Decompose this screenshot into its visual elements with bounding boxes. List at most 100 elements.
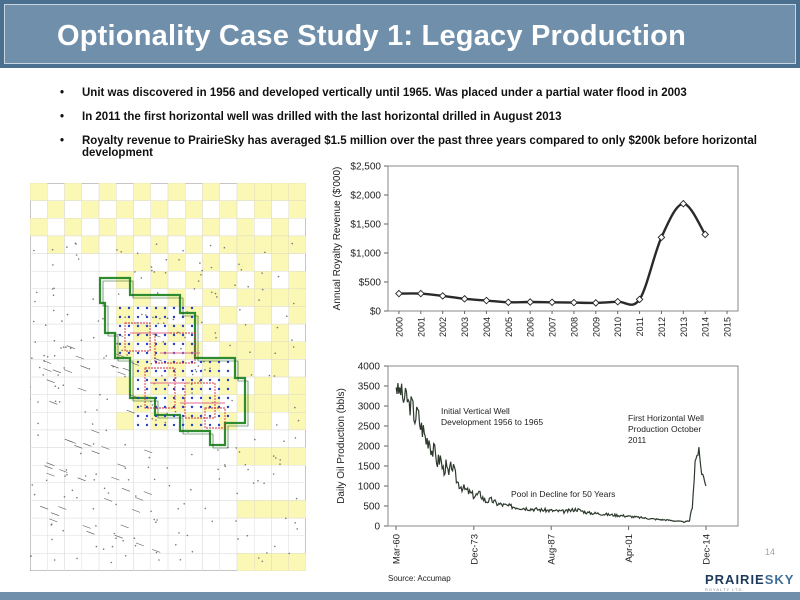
well-dot (166, 412, 168, 415)
well-symbol (110, 364, 120, 369)
revenue-data-point (679, 199, 688, 208)
vertical-well-dot (154, 369, 158, 373)
vertical-well-dot (172, 423, 176, 427)
well-dot (277, 275, 280, 278)
well-dot (276, 326, 279, 329)
well-dot (193, 288, 196, 290)
well-dot (147, 466, 150, 469)
map-cell (202, 323, 220, 342)
well-dot (184, 336, 186, 339)
well-dot (163, 322, 165, 324)
x-tick-label: 2006 (526, 317, 536, 337)
well-dot (111, 545, 114, 548)
map-cell (133, 218, 151, 237)
well-dot (140, 277, 143, 279)
vertical-well-dot (217, 369, 221, 373)
map-cell (254, 394, 272, 413)
well-dot (76, 496, 78, 499)
annotation-first-horizontal: First Horizontal Well Production October 2… (628, 413, 704, 445)
map-cell (185, 306, 203, 325)
vertical-well-dot (163, 342, 167, 346)
well-dot (61, 320, 63, 322)
well-symbol (40, 505, 49, 510)
well-dot (155, 419, 157, 421)
map-cell (30, 183, 48, 201)
well-dot (105, 355, 107, 357)
well-dot (194, 368, 197, 371)
x-tick-label: 2011 (635, 317, 645, 336)
bullet-item: Unit was discovered in 1956 and develope… (60, 87, 760, 99)
map-cell (185, 200, 203, 219)
vertical-well-dot (136, 342, 140, 346)
well-dot (195, 370, 198, 373)
well-dot (239, 309, 241, 311)
well-dot (134, 271, 136, 273)
well-dot (191, 550, 194, 553)
well-dot (54, 400, 57, 403)
vertical-well-dot (127, 306, 131, 310)
well-dot (175, 544, 177, 546)
well-dot (291, 339, 293, 341)
well-dot (240, 269, 243, 271)
well-dot (286, 315, 288, 317)
well-dot (254, 438, 256, 441)
well-dot (274, 352, 276, 354)
well-dot (51, 538, 53, 541)
vertical-well-dot (163, 306, 167, 310)
well-symbol (75, 355, 84, 360)
well-dot (191, 453, 193, 456)
well-symbol (152, 549, 161, 553)
vertical-well-dot (163, 414, 167, 418)
well-dot (102, 317, 104, 320)
well-dot (261, 288, 264, 291)
well-dot (32, 320, 35, 323)
well-dot (84, 475, 87, 477)
map-cell (202, 218, 220, 237)
y-tick-label: $1,000 (350, 249, 381, 260)
vertical-well-dot (217, 360, 221, 364)
vertical-well-dot (145, 333, 149, 337)
well-dot (197, 365, 200, 367)
vertical-well-dot (226, 405, 230, 409)
y-tick-label: 3500 (358, 382, 381, 393)
vertical-well-dot (154, 378, 158, 382)
vertical-well-dot (199, 414, 203, 418)
vertical-well-dot (127, 315, 131, 319)
vertical-well-dot (145, 387, 149, 391)
vertical-well-dot (226, 387, 230, 391)
well-dot (92, 336, 95, 339)
vertical-well-dot (181, 342, 185, 346)
well-dot (279, 463, 281, 465)
vertical-well-dot (181, 396, 185, 400)
well-dot (249, 351, 251, 353)
well-dot (238, 263, 240, 266)
well-dot (96, 409, 98, 411)
vertical-well-dot (163, 396, 167, 400)
x-tick-label: 2015 (723, 317, 733, 337)
map-cell (271, 235, 289, 254)
map-cell (81, 200, 100, 219)
well-dot (43, 354, 45, 357)
well-dot (140, 405, 142, 407)
map-cell (236, 323, 255, 342)
y-tick-label: $500 (359, 278, 382, 289)
well-dot (91, 423, 94, 425)
well-symbol (82, 525, 91, 529)
x-tick-label: 2005 (504, 317, 514, 337)
well-dot (92, 508, 95, 510)
map-cell (288, 288, 306, 307)
map-cell (133, 288, 151, 307)
map-cell (254, 270, 272, 290)
vertical-well-dot (208, 360, 212, 364)
y-tick-label: 500 (363, 502, 380, 513)
vertical-well-dot (127, 351, 131, 355)
well-dot (75, 243, 77, 245)
well-symbol (46, 379, 55, 383)
well-dot (52, 264, 54, 266)
well-dot (201, 269, 203, 272)
map-cell (150, 200, 169, 219)
well-dot (180, 347, 182, 350)
map-cell (150, 270, 169, 290)
well-dot (53, 559, 56, 561)
well-dot (124, 316, 126, 318)
